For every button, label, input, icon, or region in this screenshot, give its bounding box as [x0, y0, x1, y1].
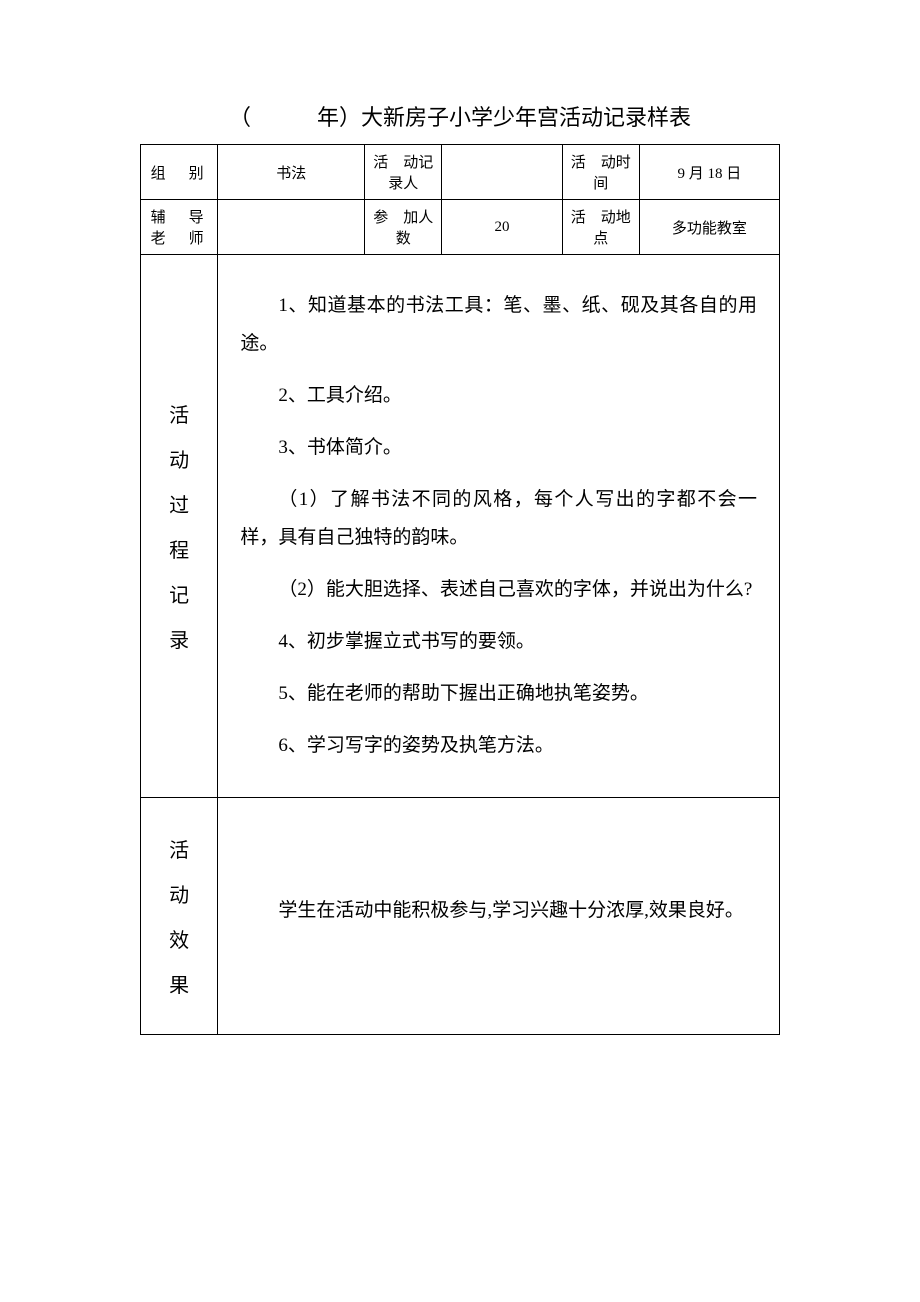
- side-char: 动: [141, 879, 217, 908]
- count-value: 20: [442, 200, 562, 255]
- side-char: 效: [141, 924, 217, 953]
- process-item: 2、工具介绍。: [240, 377, 757, 415]
- process-item: （1）了解书法不同的风格，每个人写出的字都不会一样，具有自己独特的韵味。: [240, 481, 757, 557]
- teacher-label: 辅 导老 师: [141, 200, 218, 255]
- process-side-label: 活 动 过 程 记 录: [141, 255, 218, 798]
- side-char: 程: [141, 534, 217, 563]
- teacher-value: [218, 200, 365, 255]
- record-table: 组 别 书法 活 动记录人 活 动时 间 9 月 18 日 辅 导老 师 参 加…: [140, 144, 780, 1035]
- group-value: 书法: [218, 145, 365, 200]
- effect-side-label: 活 动 效 果: [141, 798, 218, 1035]
- side-char: 录: [141, 624, 217, 653]
- side-char: 活: [141, 834, 217, 863]
- document-title: （ 年）大新房子小学少年宫活动记录样表: [140, 100, 780, 132]
- process-item: 3、书体简介。: [240, 429, 757, 467]
- effect-text: 学生在活动中能积极参与,学习兴趣十分浓厚,效果良好。: [240, 892, 757, 930]
- time-label: 活 动时 间: [562, 145, 639, 200]
- recorder-value: [442, 145, 562, 200]
- process-item: 4、初步掌握立式书写的要领。: [240, 623, 757, 661]
- side-char: 过: [141, 489, 217, 518]
- side-char: 活: [141, 399, 217, 428]
- process-item: 1、知道基本的书法工具：笔、墨、纸、砚及其各自的用途。: [240, 287, 757, 363]
- process-item: 6、学习写字的姿势及执笔方法。: [240, 727, 757, 765]
- recorder-label: 活 动记录人: [365, 145, 442, 200]
- side-char: 记: [141, 579, 217, 608]
- process-item: （2）能大胆选择、表述自己喜欢的字体，并说出为什么?: [240, 571, 757, 609]
- process-item: 5、能在老师的帮助下握出正确地执笔姿势。: [240, 675, 757, 713]
- process-content: 1、知道基本的书法工具：笔、墨、纸、砚及其各自的用途。 2、工具介绍。 3、书体…: [218, 255, 780, 798]
- table-header-row-1: 组 别 书法 活 动记录人 活 动时 间 9 月 18 日: [141, 145, 780, 200]
- effect-content: 学生在活动中能积极参与,学习兴趣十分浓厚,效果良好。: [218, 798, 780, 1035]
- effect-row: 活 动 效 果 学生在活动中能积极参与,学习兴趣十分浓厚,效果良好。: [141, 798, 780, 1035]
- group-label: 组 别: [141, 145, 218, 200]
- location-value: 多功能教室: [639, 200, 779, 255]
- process-row: 活 动 过 程 记 录 1、知道基本的书法工具：笔、墨、纸、砚及其各自的用途。 …: [141, 255, 780, 798]
- count-label: 参 加人 数: [365, 200, 442, 255]
- table-header-row-2: 辅 导老 师 参 加人 数 20 活 动地 点 多功能教室: [141, 200, 780, 255]
- side-char: 动: [141, 444, 217, 473]
- time-value: 9 月 18 日: [639, 145, 779, 200]
- side-char: 果: [141, 969, 217, 998]
- location-label: 活 动地 点: [562, 200, 639, 255]
